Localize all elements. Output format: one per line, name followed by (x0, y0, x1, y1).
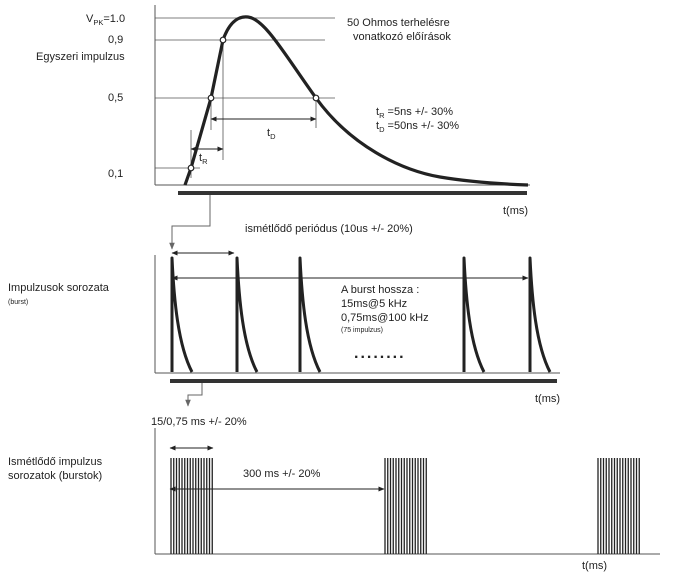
burst-length-line2: 0,75ms@100 kHz (341, 312, 429, 324)
burst-length-line1: 15ms@5 kHz (341, 298, 407, 310)
td-label: tD (267, 127, 276, 141)
x-axis-label-3: t(ms) (582, 560, 607, 572)
burst-spacing-label: 300 ms +/- 20% (243, 468, 321, 480)
burst-duration-label: 15/0,75 ms +/- 20% (151, 416, 247, 428)
point-01 (187, 164, 195, 172)
time-bar-2 (170, 379, 557, 383)
burst-ylabel-line2: (burst) (8, 299, 28, 306)
period-label: ismétlődő periódus (10us +/- 20%) (245, 223, 413, 235)
load-note-line2: vonatkozó előírások (353, 31, 451, 43)
tick-label-05: 0,5 (108, 92, 123, 104)
point-05-rise (207, 94, 215, 102)
burst-pulse (528, 256, 552, 373)
tick-label-09: 0,9 (108, 34, 123, 46)
time-bar-1 (178, 191, 527, 195)
ellipsis-dots: ........ (354, 345, 406, 362)
burst-pulse (462, 256, 486, 373)
vpk-label: VPK=1.0 (86, 13, 125, 27)
single-pulse-panel: VPK=1.0 0,9 Egyszeri impulzus 0,5 0,1 tR… (36, 5, 530, 250)
tr-label: tR (199, 152, 208, 166)
point-09 (219, 36, 227, 44)
burst-length-title: A burst hossza : (341, 284, 419, 296)
burst-pulse (298, 256, 322, 373)
burst-ylabel-line1: Impulzusok sorozata (8, 282, 110, 294)
burst-pulse (235, 256, 259, 373)
x-axis-label-1: t(ms) (503, 205, 528, 217)
point-05-fall (312, 94, 320, 102)
tick-label-01: 0,1 (108, 168, 123, 180)
burst-block (384, 458, 427, 554)
load-note-line1: 50 Ohmos terhelésre (347, 17, 450, 29)
repeated-bursts-panel: 15/0,75 ms +/- 20% Ismétlődő impulzus so… (8, 416, 660, 572)
burst-block (597, 458, 640, 554)
zoom-connector-1 (169, 195, 211, 250)
repeated-ylabel-line1: Ismétlődő impulzus (8, 456, 103, 468)
spec-td: tD =50ns +/- 30% (376, 120, 459, 134)
burst-block (170, 458, 213, 554)
burst-panel: ismétlődő periódus (10us +/- 20%) Impulz… (8, 223, 560, 407)
x-axis-label-2: t(ms) (535, 393, 560, 405)
zoom-connector-2 (185, 383, 203, 407)
burst-pulse (170, 256, 194, 373)
burst-length-note: (75 impulzus) (341, 327, 383, 334)
burst-pulses (170, 256, 552, 373)
repeated-ylabel-line2: sorozatok (burstok) (8, 470, 102, 482)
burst-blocks (170, 458, 640, 554)
spec-tr: tR =5ns +/- 30% (376, 106, 453, 120)
single-pulse-ylabel: Egyszeri impulzus (36, 51, 125, 63)
